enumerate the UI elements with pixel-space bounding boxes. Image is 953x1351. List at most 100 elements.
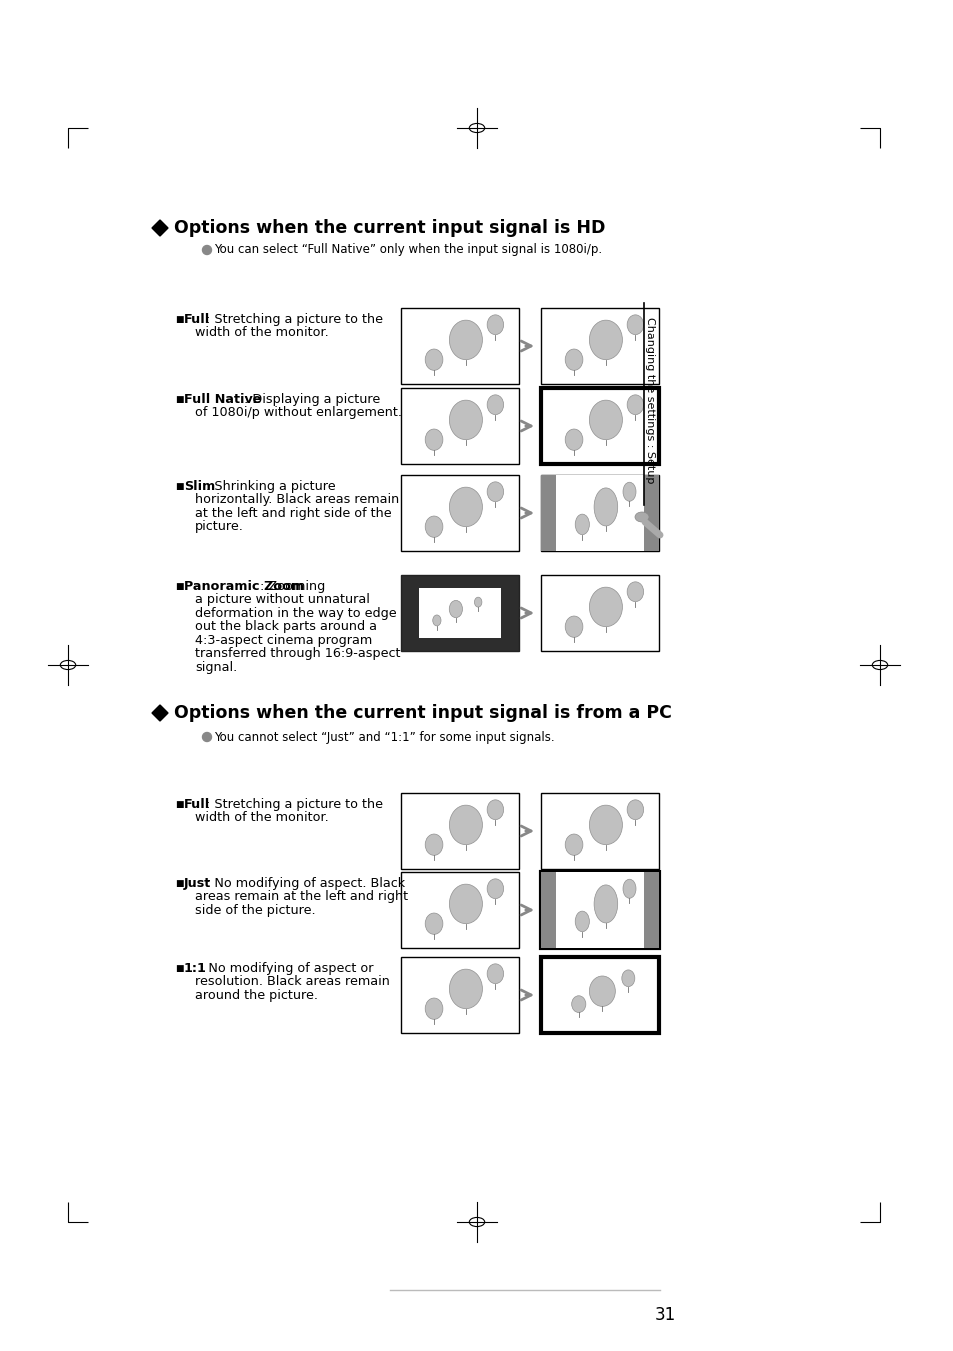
Text: a picture without unnatural: a picture without unnatural xyxy=(194,593,370,607)
Ellipse shape xyxy=(487,482,503,501)
Bar xyxy=(418,588,500,638)
Text: areas remain at the left and right: areas remain at the left and right xyxy=(194,890,408,904)
Ellipse shape xyxy=(449,600,462,617)
Text: : Displaying a picture: : Displaying a picture xyxy=(243,393,379,405)
Ellipse shape xyxy=(425,516,442,538)
Ellipse shape xyxy=(487,394,503,415)
Ellipse shape xyxy=(622,482,636,501)
Bar xyxy=(400,871,518,948)
Ellipse shape xyxy=(487,880,503,898)
Ellipse shape xyxy=(474,597,481,607)
Ellipse shape xyxy=(433,615,440,626)
Ellipse shape xyxy=(589,805,621,844)
Ellipse shape xyxy=(571,996,585,1012)
Ellipse shape xyxy=(487,800,503,820)
Text: ■: ■ xyxy=(174,800,183,809)
Polygon shape xyxy=(152,220,168,236)
Bar xyxy=(540,476,556,551)
Text: Full: Full xyxy=(184,313,210,326)
Text: out the black parts around a: out the black parts around a xyxy=(194,620,376,634)
Ellipse shape xyxy=(487,315,503,335)
Bar xyxy=(540,476,659,551)
Ellipse shape xyxy=(621,970,634,986)
Bar xyxy=(552,965,646,1025)
Bar xyxy=(556,476,643,551)
Ellipse shape xyxy=(425,349,442,370)
Text: ■: ■ xyxy=(174,315,183,324)
Ellipse shape xyxy=(575,515,589,535)
Ellipse shape xyxy=(626,800,643,820)
Bar xyxy=(540,871,659,948)
Ellipse shape xyxy=(626,394,643,415)
Ellipse shape xyxy=(589,588,621,627)
Ellipse shape xyxy=(589,975,615,1006)
Bar xyxy=(556,871,643,948)
Ellipse shape xyxy=(425,430,442,450)
Text: deformation in the way to edge: deformation in the way to edge xyxy=(194,607,396,620)
Bar xyxy=(400,957,518,1034)
Text: 31: 31 xyxy=(654,1306,675,1324)
Text: ■: ■ xyxy=(174,880,183,888)
Text: of 1080i/p without enlargement.: of 1080i/p without enlargement. xyxy=(194,407,401,419)
Bar xyxy=(643,871,659,948)
Text: : Stretching a picture to the: : Stretching a picture to the xyxy=(206,798,382,811)
Text: Options when the current input signal is HD: Options when the current input signal is… xyxy=(173,219,605,236)
Text: transferred through 16:9-aspect: transferred through 16:9-aspect xyxy=(194,647,400,661)
Bar xyxy=(400,576,518,651)
Text: Slim: Slim xyxy=(184,480,215,493)
Text: : No modifying of aspect. Black: : No modifying of aspect. Black xyxy=(206,877,404,890)
Ellipse shape xyxy=(487,963,503,984)
Text: Panoramic Zoom: Panoramic Zoom xyxy=(184,580,304,593)
Ellipse shape xyxy=(626,582,643,601)
Text: resolution. Black areas remain: resolution. Black areas remain xyxy=(194,975,390,989)
Text: Full: Full xyxy=(184,798,210,811)
Ellipse shape xyxy=(589,400,621,439)
Ellipse shape xyxy=(449,320,482,359)
Bar xyxy=(400,388,518,463)
Text: ■: ■ xyxy=(174,582,183,590)
Ellipse shape xyxy=(594,885,617,923)
Text: at the left and right side of the: at the left and right side of the xyxy=(194,507,392,520)
Circle shape xyxy=(202,732,212,742)
Text: You can select “Full Native” only when the input signal is 1080i/p.: You can select “Full Native” only when t… xyxy=(213,243,601,257)
Ellipse shape xyxy=(635,512,648,521)
Text: Just: Just xyxy=(184,877,211,890)
Ellipse shape xyxy=(449,805,482,844)
Text: 1:1: 1:1 xyxy=(184,962,207,975)
Ellipse shape xyxy=(564,349,582,370)
Text: signal.: signal. xyxy=(194,661,237,674)
Ellipse shape xyxy=(449,488,482,527)
Bar xyxy=(643,476,659,551)
Bar xyxy=(540,957,659,1034)
Text: picture.: picture. xyxy=(194,520,244,534)
Ellipse shape xyxy=(564,616,582,638)
Ellipse shape xyxy=(564,834,582,855)
Circle shape xyxy=(202,246,212,254)
Bar xyxy=(400,308,518,384)
Text: You cannot select “Just” and “1:1” for some input signals.: You cannot select “Just” and “1:1” for s… xyxy=(213,731,554,743)
Ellipse shape xyxy=(425,913,442,935)
Text: horizontally. Black areas remain: horizontally. Black areas remain xyxy=(194,493,399,507)
Text: Changing the settings : Setup: Changing the settings : Setup xyxy=(644,317,655,484)
Ellipse shape xyxy=(626,315,643,335)
Ellipse shape xyxy=(425,834,442,855)
Bar xyxy=(540,793,659,869)
Ellipse shape xyxy=(449,884,482,924)
Text: : No modifying of aspect or: : No modifying of aspect or xyxy=(200,962,374,975)
Text: ■: ■ xyxy=(174,394,183,404)
Text: around the picture.: around the picture. xyxy=(194,989,317,1002)
Bar xyxy=(540,388,659,463)
Bar xyxy=(540,871,556,948)
Bar xyxy=(400,793,518,869)
Ellipse shape xyxy=(564,430,582,450)
Text: : Zooming: : Zooming xyxy=(260,580,325,593)
Ellipse shape xyxy=(589,320,621,359)
Text: side of the picture.: side of the picture. xyxy=(194,904,315,917)
Ellipse shape xyxy=(575,911,589,932)
Text: ■: ■ xyxy=(174,482,183,490)
Text: : Shrinking a picture: : Shrinking a picture xyxy=(206,480,335,493)
Ellipse shape xyxy=(425,998,442,1019)
Ellipse shape xyxy=(622,880,636,898)
Ellipse shape xyxy=(449,400,482,439)
Text: 4:3-aspect cinema program: 4:3-aspect cinema program xyxy=(194,634,372,647)
